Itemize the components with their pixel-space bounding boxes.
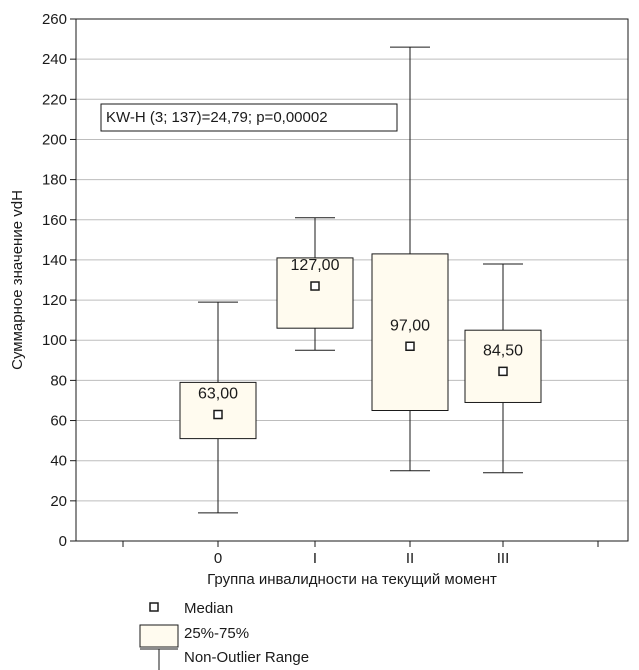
y-tick-label: 100 — [42, 332, 67, 349]
median-label: 97,00 — [390, 317, 430, 334]
legend-box-label: 25%-75% — [184, 625, 249, 642]
y-tick-label: 60 — [50, 413, 67, 430]
y-axis: 0 20 40 60 80 100 120 140 160 180 200 220 240 260 — [42, 11, 76, 550]
median-marker — [213, 409, 223, 420]
y-tick-label: 200 — [42, 131, 67, 148]
y-tick-label: 120 — [42, 292, 67, 309]
median-label: 127,00 — [291, 257, 340, 274]
boxes: 63,00 127,00 97,00 84,50 — [179, 46, 542, 514]
median-marker — [405, 341, 415, 352]
y-tick-label: 140 — [42, 252, 67, 269]
iqr-box — [371, 253, 449, 411]
legend-median-symbol — [149, 602, 159, 612]
y-tick-label: 240 — [42, 51, 67, 68]
x-axis: 0 I II III — [122, 541, 599, 567]
x-tick-label: I — [313, 550, 317, 567]
annotation-text: KW-H (3; 137)=24,79; p=0,00002 — [106, 109, 328, 126]
y-tick-label: 180 — [42, 172, 67, 189]
iqr-box — [276, 257, 354, 329]
y-tick-label: 20 — [50, 493, 67, 510]
median-marker — [310, 281, 320, 291]
box-0: 63,00 — [179, 301, 257, 514]
y-tick-label: 160 — [42, 212, 67, 229]
legend-median-label: Median — [184, 600, 233, 617]
median-marker — [498, 366, 508, 377]
x-tick-label: 0 — [214, 550, 222, 567]
y-tick-label: 220 — [42, 91, 67, 108]
y-tick-label: 0 — [59, 533, 67, 550]
box-I: 127,00 — [276, 217, 354, 351]
box-III: 84,50 — [464, 263, 542, 474]
x-tick-label: III — [497, 550, 510, 567]
median-label: 84,50 — [483, 342, 523, 359]
plot-frame — [75, 18, 629, 542]
legend: Median 25%-75% Non-Outlier Range — [139, 600, 309, 670]
box-II: 97,00 — [371, 46, 449, 472]
y-axis-label: Суммарное значение vdH — [9, 190, 26, 370]
x-axis-label: Группа инвалидности на текущий момент — [207, 571, 497, 588]
x-tick-label: II — [406, 550, 414, 567]
annotation-box: KW-H (3; 137)=24,79; p=0,00002 — [100, 103, 398, 132]
y-tick-label: 40 — [50, 453, 67, 470]
y-tick-label: 260 — [42, 11, 67, 28]
iqr-box — [464, 329, 542, 403]
y-tick-label: 80 — [50, 372, 67, 389]
legend-whisker-label: Non-Outlier Range — [184, 649, 309, 666]
legend-box-symbol — [139, 624, 179, 648]
median-label: 63,00 — [198, 386, 238, 403]
